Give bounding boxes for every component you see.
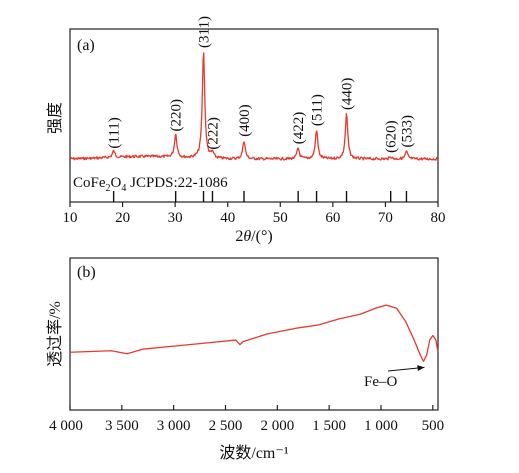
panel-a: (a) 强度 (111) (220) (311) (222) (400) (422)(51…	[46, 16, 446, 245]
x-tick-label: 1 500	[312, 418, 346, 434]
panel-a-ylabel: 强度	[46, 102, 64, 134]
x-tick-label: 3 000	[157, 418, 191, 434]
peak-label: (533)	[399, 115, 415, 148]
panel-a-xticks: 10 20 30 40 50 60 70 80	[63, 202, 446, 226]
fe-o-annotation: Fe–O	[364, 374, 398, 390]
x-tick-label: 40	[220, 210, 235, 226]
x-tick-label: 50	[273, 210, 288, 226]
x-tick-label: 2 000	[260, 418, 294, 434]
peak-label: (440)	[340, 78, 356, 111]
x-tick-label: 2 500	[209, 418, 243, 434]
xrd-series-line	[69, 52, 439, 161]
x-tick-label: 10	[63, 210, 78, 226]
x-tick-label: 30	[168, 210, 183, 226]
xlabel-two: 2	[235, 228, 243, 245]
x-tick-label: 80	[431, 210, 446, 226]
peak-label: (311)	[197, 16, 213, 48]
x-tick-label: 1 000	[364, 418, 398, 434]
panel-b-xlabel: 波数/cm⁻¹	[219, 444, 288, 462]
peak-label: (620)	[384, 120, 400, 153]
peak-label: (220)	[169, 99, 185, 132]
reference-lines	[112, 191, 408, 202]
reference-label: CoFe2O4 JCPDS:22-1086	[73, 175, 228, 194]
panel-b: (b) 透过率/% Fe–O 4 000 3 500 3 000 2 500 2 000…	[46, 257, 444, 462]
peak-label: (111)	[107, 117, 123, 148]
panel-b-ylabel: 透过率/%	[46, 301, 64, 367]
xlabel-theta: θ	[243, 228, 251, 245]
peak-label: (511)	[310, 94, 326, 126]
x-tick-label: 70	[378, 210, 393, 226]
x-tick-label: 60	[325, 210, 340, 226]
peak-label: (222)	[205, 117, 221, 150]
peak-label: (400)	[237, 104, 253, 137]
panel-b-xticks: 4 000 3 500 3 000 2 500 2 000 1 500 1 000 500	[49, 405, 444, 434]
x-tick-label: 3 500	[105, 418, 139, 434]
panel-a-xlabel: 2θ/(°)	[235, 228, 272, 245]
peak-label: (422)	[291, 112, 307, 145]
x-tick-label: 500	[422, 418, 445, 434]
panel-a-frame	[69, 28, 439, 203]
x-tick-label: 4 000	[49, 418, 83, 434]
x-tick-label: 20	[115, 210, 130, 226]
panel-b-frame	[69, 257, 439, 411]
peak-labels: (111) (220) (311) (222) (400) (422)(511) (440)…	[107, 16, 416, 153]
ftir-series-line	[69, 304, 439, 363]
panel-a-label: (a)	[77, 37, 95, 54]
panel-b-label: (b)	[77, 264, 96, 281]
fe-o-arrow-head	[417, 365, 425, 372]
xlabel-unit: /(°)	[251, 228, 273, 245]
